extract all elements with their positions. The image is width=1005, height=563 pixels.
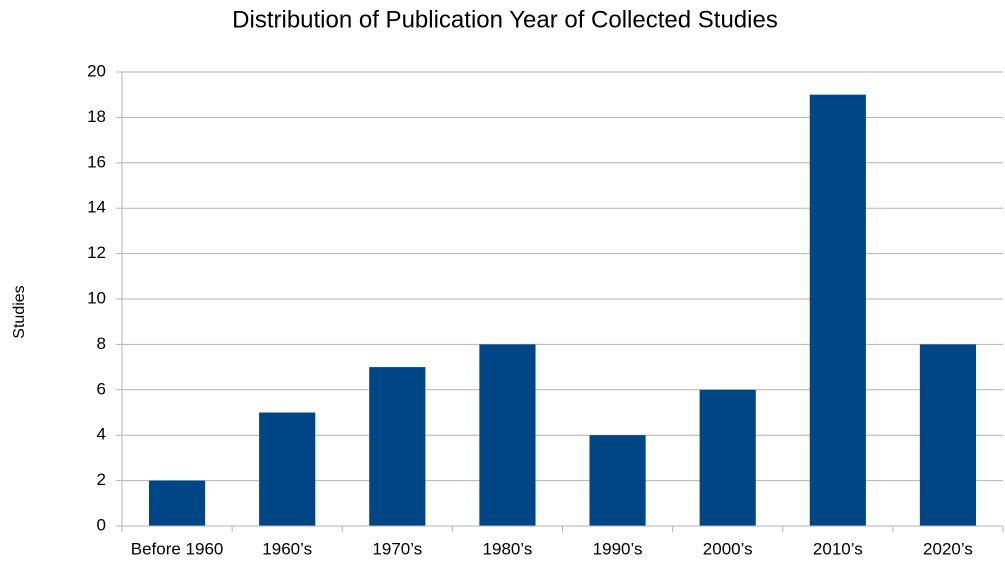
bar xyxy=(919,344,977,526)
chart-title: Distribution of Publication Year of Coll… xyxy=(232,6,778,33)
y-tick-label: 8 xyxy=(97,334,106,353)
x-tick-label: 1990’s xyxy=(593,539,643,558)
y-tick-label: 4 xyxy=(97,425,106,444)
x-tick-label: 1980’s xyxy=(483,539,533,558)
y-tick-label: 12 xyxy=(87,243,106,262)
y-tick-label: 0 xyxy=(97,515,106,534)
bar xyxy=(809,94,866,526)
x-tick-label: 1970’s xyxy=(372,539,422,558)
bar xyxy=(479,344,536,526)
x-tick-label: 2020’s xyxy=(923,539,973,558)
bar xyxy=(369,367,426,526)
bar xyxy=(148,480,206,526)
y-axis-label: Studies xyxy=(11,285,28,338)
y-tick-label: 14 xyxy=(87,198,106,217)
x-tick-label: 1960’s xyxy=(262,539,312,558)
bar xyxy=(699,389,756,526)
y-tick-label: 10 xyxy=(87,288,106,307)
x-tick-label: 2000’s xyxy=(703,539,753,558)
bar xyxy=(589,435,646,526)
x-tick-label: Before 1960 xyxy=(131,539,224,558)
bar xyxy=(259,412,316,526)
y-tick-label: 6 xyxy=(97,379,106,398)
y-tick-label: 2 xyxy=(97,470,106,489)
y-tick-label: 18 xyxy=(87,107,106,126)
x-tick-label: 2010’s xyxy=(813,539,863,558)
y-tick-label: 20 xyxy=(87,61,106,80)
y-tick-label: 16 xyxy=(87,152,106,171)
